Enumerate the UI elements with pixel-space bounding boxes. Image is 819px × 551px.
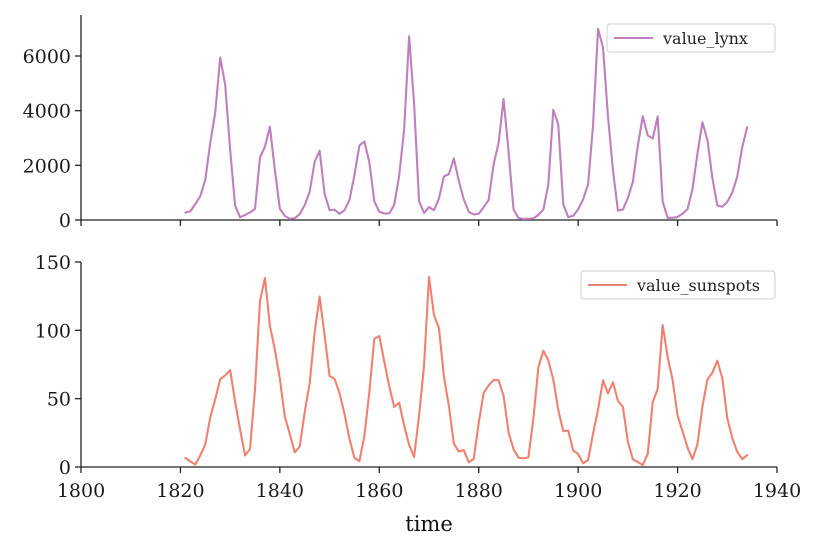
- series-line-value-lynx: [184, 27, 749, 220]
- x-tick-label: 1840: [256, 480, 304, 502]
- legend: value_sunspots: [580, 270, 776, 300]
- series-line-value-sunspots: [184, 275, 749, 467]
- x-tick-label: 1860: [355, 480, 403, 502]
- x-tick-label: 1880: [455, 480, 503, 502]
- legend-box: [580, 270, 776, 300]
- y-tick-label: 0: [59, 210, 71, 232]
- legend: value_lynx: [606, 23, 776, 53]
- lynx-panel: 0 2000 4000 6000 value_lynx: [23, 15, 778, 232]
- x-tick-label: 1800: [57, 480, 105, 502]
- x-tick-label: 1820: [156, 480, 204, 502]
- y-tick-label: 4000: [23, 101, 71, 123]
- legend-label: value_lynx: [662, 29, 748, 48]
- y-tick-label: 100: [35, 320, 71, 342]
- sunspots-panel: 0 50 100 150 1800 1820 1840 1860 1880 1900 1920 194…: [35, 252, 801, 502]
- y-tick-label: 150: [35, 252, 71, 274]
- legend-label: value_sunspots: [636, 276, 760, 295]
- legend-box: [606, 23, 776, 53]
- y-tick-label: 0: [59, 457, 71, 479]
- x-tick-label: 1940: [753, 480, 801, 502]
- y-tick-label: 2000: [23, 155, 71, 177]
- y-tick-label: 6000: [23, 46, 71, 68]
- x-tick-label: 1900: [554, 480, 602, 502]
- x-tick-label: 1920: [653, 480, 701, 502]
- x-axis-title: time: [405, 512, 453, 536]
- y-tick-label: 50: [47, 389, 71, 411]
